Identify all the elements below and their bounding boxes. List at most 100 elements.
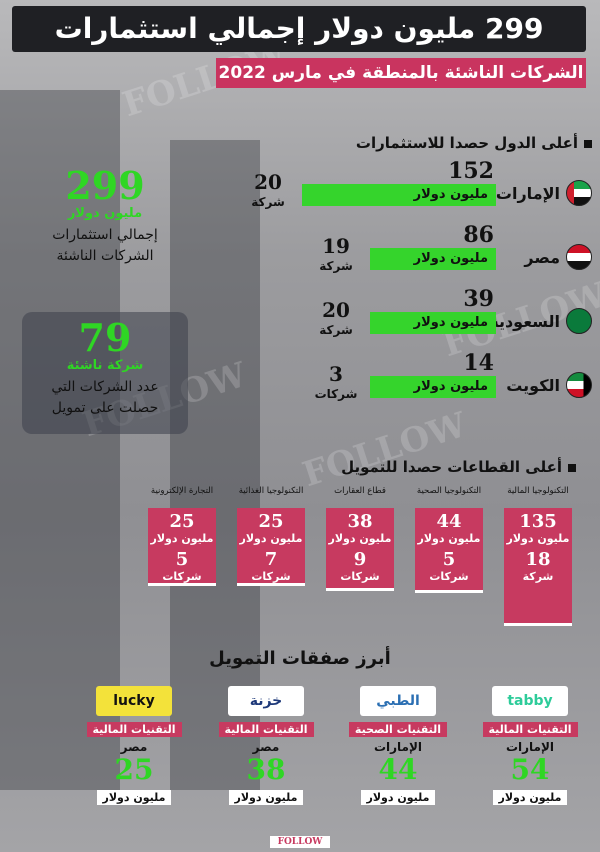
sector-company-count: 9: [353, 549, 367, 570]
sector-company-count: 5: [442, 549, 456, 570]
sector-bar: 44 مليون دولار 5 شركات: [415, 508, 483, 593]
country-name: الإمارات: [495, 184, 560, 203]
sector-company-label: شركات: [251, 570, 291, 583]
kuwait-flag-icon: [566, 372, 592, 398]
total-investment-box: 299 مليون دولار إجمالي استثمارات الشركات…: [22, 160, 188, 284]
page-subtitle: الشركات الناشئة بالمنطقة في مارس 2022: [216, 58, 586, 88]
deal-unit: مليون دولار: [492, 790, 568, 805]
country-row: السعودية مليون دولار 39 20 شركة: [242, 286, 592, 346]
sector-value-unit: مليون دولار: [328, 532, 392, 545]
footer-logo: FOLLOW: [270, 836, 330, 848]
background-building-center: [170, 140, 260, 790]
sector-value: 135: [519, 511, 557, 532]
usd-value: 14: [463, 350, 494, 376]
deals-section-title: أبرز صفقات التمويل: [209, 648, 391, 669]
total-investment-desc: إجمالي استثمارات الشركات الناشئة: [52, 227, 158, 264]
background-building-left: [0, 90, 120, 790]
deal-card: lucky التقنيات المالية مصر 25 مليون دولار: [80, 686, 188, 805]
sector-category-label: التكنولوجيا الغذائية: [238, 486, 304, 496]
egypt-flag-icon: [566, 244, 592, 270]
uae-flag-icon: [566, 180, 592, 206]
watermark: FOLLOW: [297, 404, 472, 496]
startups-count-box: 79 شركة ناشئة عدد الشركات التي حصلت على …: [22, 312, 188, 434]
deal-logo: tabby: [492, 686, 568, 716]
deal-logo: الطبي: [360, 686, 436, 716]
sector-category-label: التكنولوجيا المالية: [507, 486, 569, 496]
usd-bar: مليون دولار: [370, 248, 496, 270]
deal-value: 44: [378, 753, 418, 786]
deal-card: الطبي التقنيات الصحية الإمارات 44 مليون دولا…: [344, 686, 452, 805]
deal-country: الإمارات: [505, 740, 555, 754]
country-row: مصر مليون دولار 86 19 شركة: [242, 222, 592, 282]
sector-value: 25: [169, 511, 195, 532]
deal-unit: مليون دولار: [228, 790, 304, 805]
usd-bar: مليون دولار: [370, 312, 496, 334]
company-count-value: 19: [322, 234, 350, 258]
usd-value: 152: [448, 158, 494, 184]
bullet-icon: [568, 464, 576, 472]
deal-country: مصر: [252, 740, 280, 754]
saudi-flag-icon: [566, 308, 592, 334]
sector-company-count: 18: [525, 549, 551, 570]
country-name: مصر: [524, 248, 560, 267]
usd-bar: مليون دولار: [370, 376, 496, 398]
total-investment-unit: مليون دولار: [67, 206, 143, 221]
deal-value: 54: [510, 753, 550, 786]
company-count-value: 20: [322, 298, 350, 322]
sector-category-label: التجارة الإلكترونية: [150, 486, 214, 496]
sectors-chart: التكنولوجيا المالية 135 مليون دولار 18 شركة ا…: [126, 486, 572, 636]
deal-sector-badge: التقنيات الصحية: [348, 722, 448, 737]
deal-value: 38: [246, 753, 286, 786]
total-investment-value: 299: [65, 163, 145, 208]
sectors-section-title: أعلى القطاعات حصدا للتمويل: [341, 458, 576, 476]
deal-sector-badge: التقنيات المالية: [482, 722, 578, 737]
deal-unit: مليون دولار: [96, 790, 172, 805]
deal-sector-badge: التقنيات المالية: [218, 722, 314, 737]
bullet-icon: [584, 140, 592, 148]
deal-logo: خزنة: [228, 686, 304, 716]
deal-card: خزنة التقنيات المالية مصر 38 مليون دولار: [212, 686, 320, 805]
country-row: الكويت مليون دولار 14 3 شركات: [242, 350, 592, 410]
deal-card: tabby التقنيات المالية الإمارات 54 مليون دول…: [476, 686, 584, 805]
sector-company-count: 7: [264, 549, 278, 570]
country-name: السعودية: [489, 312, 560, 331]
deal-country: الإمارات: [373, 740, 423, 754]
company-count: 20 شركة: [238, 172, 298, 212]
sector-value: 25: [258, 511, 284, 532]
startups-count-value: 79: [78, 315, 132, 360]
sector-value: 38: [347, 511, 373, 532]
startups-count-unit: شركة ناشئة: [66, 358, 144, 373]
sector-bar: 135 مليون دولار 18 شركة: [504, 508, 572, 626]
company-count-label: شركة: [319, 259, 353, 273]
sector-company-label: شركات: [162, 570, 202, 583]
sector-bar: 25 مليون دولار 5 شركات: [148, 508, 216, 586]
sector-bar: 38 مليون دولار 9 شركات: [326, 508, 394, 591]
company-count-value: 20: [254, 170, 282, 194]
company-count: 20 شركة: [306, 300, 366, 340]
sector-value-unit: مليون دولار: [239, 532, 303, 545]
sector-value-unit: مليون دولار: [506, 532, 570, 545]
sector-company-label: شركة: [522, 570, 554, 583]
deal-sector-badge: التقنيات المالية: [86, 722, 182, 737]
page-title: 299 مليون دولار إجمالي استثمارات: [12, 6, 586, 52]
usd-value: 86: [463, 222, 494, 248]
country-row: الإمارات مليون دولار 152 20 شركة: [242, 158, 592, 218]
company-count-value: 3: [329, 362, 343, 386]
deal-value: 25: [114, 753, 154, 786]
deal-country: مصر: [120, 740, 148, 754]
sector-bar: 25 مليون دولار 7 شركات: [237, 508, 305, 586]
company-count: 19 شركة: [306, 236, 366, 276]
deal-logo: lucky: [96, 686, 172, 716]
sector-value: 44: [436, 511, 462, 532]
usd-bar: مليون دولار: [302, 184, 496, 206]
sector-company-count: 5: [175, 549, 189, 570]
sector-company-label: شركات: [429, 570, 469, 583]
company-count: 3 شركات: [306, 364, 366, 404]
header: 299 مليون دولار إجمالي استثمارات الشركات…: [0, 0, 600, 98]
sector-value-unit: مليون دولار: [417, 532, 481, 545]
sector-category-label: قطاع العقارات: [334, 486, 386, 496]
company-count-label: شركة: [251, 195, 285, 209]
startups-count-desc: عدد الشركات التي حصلت على تمويل: [51, 379, 159, 416]
country-name: الكويت: [506, 376, 560, 395]
countries-section-title: أعلى الدول حصدا للاستثمارات: [356, 134, 592, 152]
